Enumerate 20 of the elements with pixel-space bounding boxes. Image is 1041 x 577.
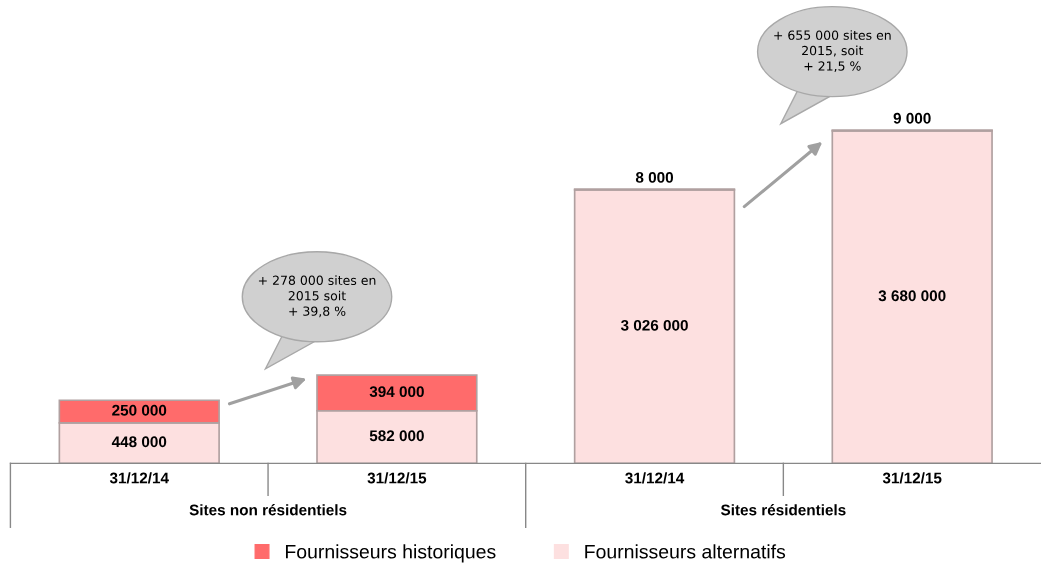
- data-label: 8 000: [635, 172, 674, 183]
- data-label: 582 000: [369, 430, 424, 442]
- data-label: 3 680 000: [878, 290, 946, 302]
- data-label: 394 000: [369, 386, 424, 398]
- legend-label: Fournisseurs alternatifs: [585, 544, 786, 559]
- bar: [573, 189, 736, 464]
- x-tick-label: 31/12/15: [882, 472, 942, 484]
- text: Sites non résidentiels: [189, 504, 347, 516]
- legend-label: Fournisseurs historiques: [285, 544, 496, 563]
- data-label: 250 000: [112, 404, 167, 416]
- text: Sites résidentiels: [720, 504, 846, 516]
- text: + 655 000 sites en 2015, soit + 21,5 %: [774, 30, 891, 72]
- data-label: 448 000: [111, 436, 167, 448]
- x-tick-label: 31/12/14: [625, 472, 685, 484]
- x-tick-label: 31/12/15: [367, 472, 427, 484]
- data-label: 3 026 000: [620, 319, 688, 331]
- x-tick-label: 31/12/14: [109, 472, 169, 484]
- annotation: + 278 000 sites en 2015 soit + 39,8 %: [258, 275, 376, 318]
- data-label: 9 000: [893, 112, 931, 124]
- bar: [831, 129, 993, 464]
